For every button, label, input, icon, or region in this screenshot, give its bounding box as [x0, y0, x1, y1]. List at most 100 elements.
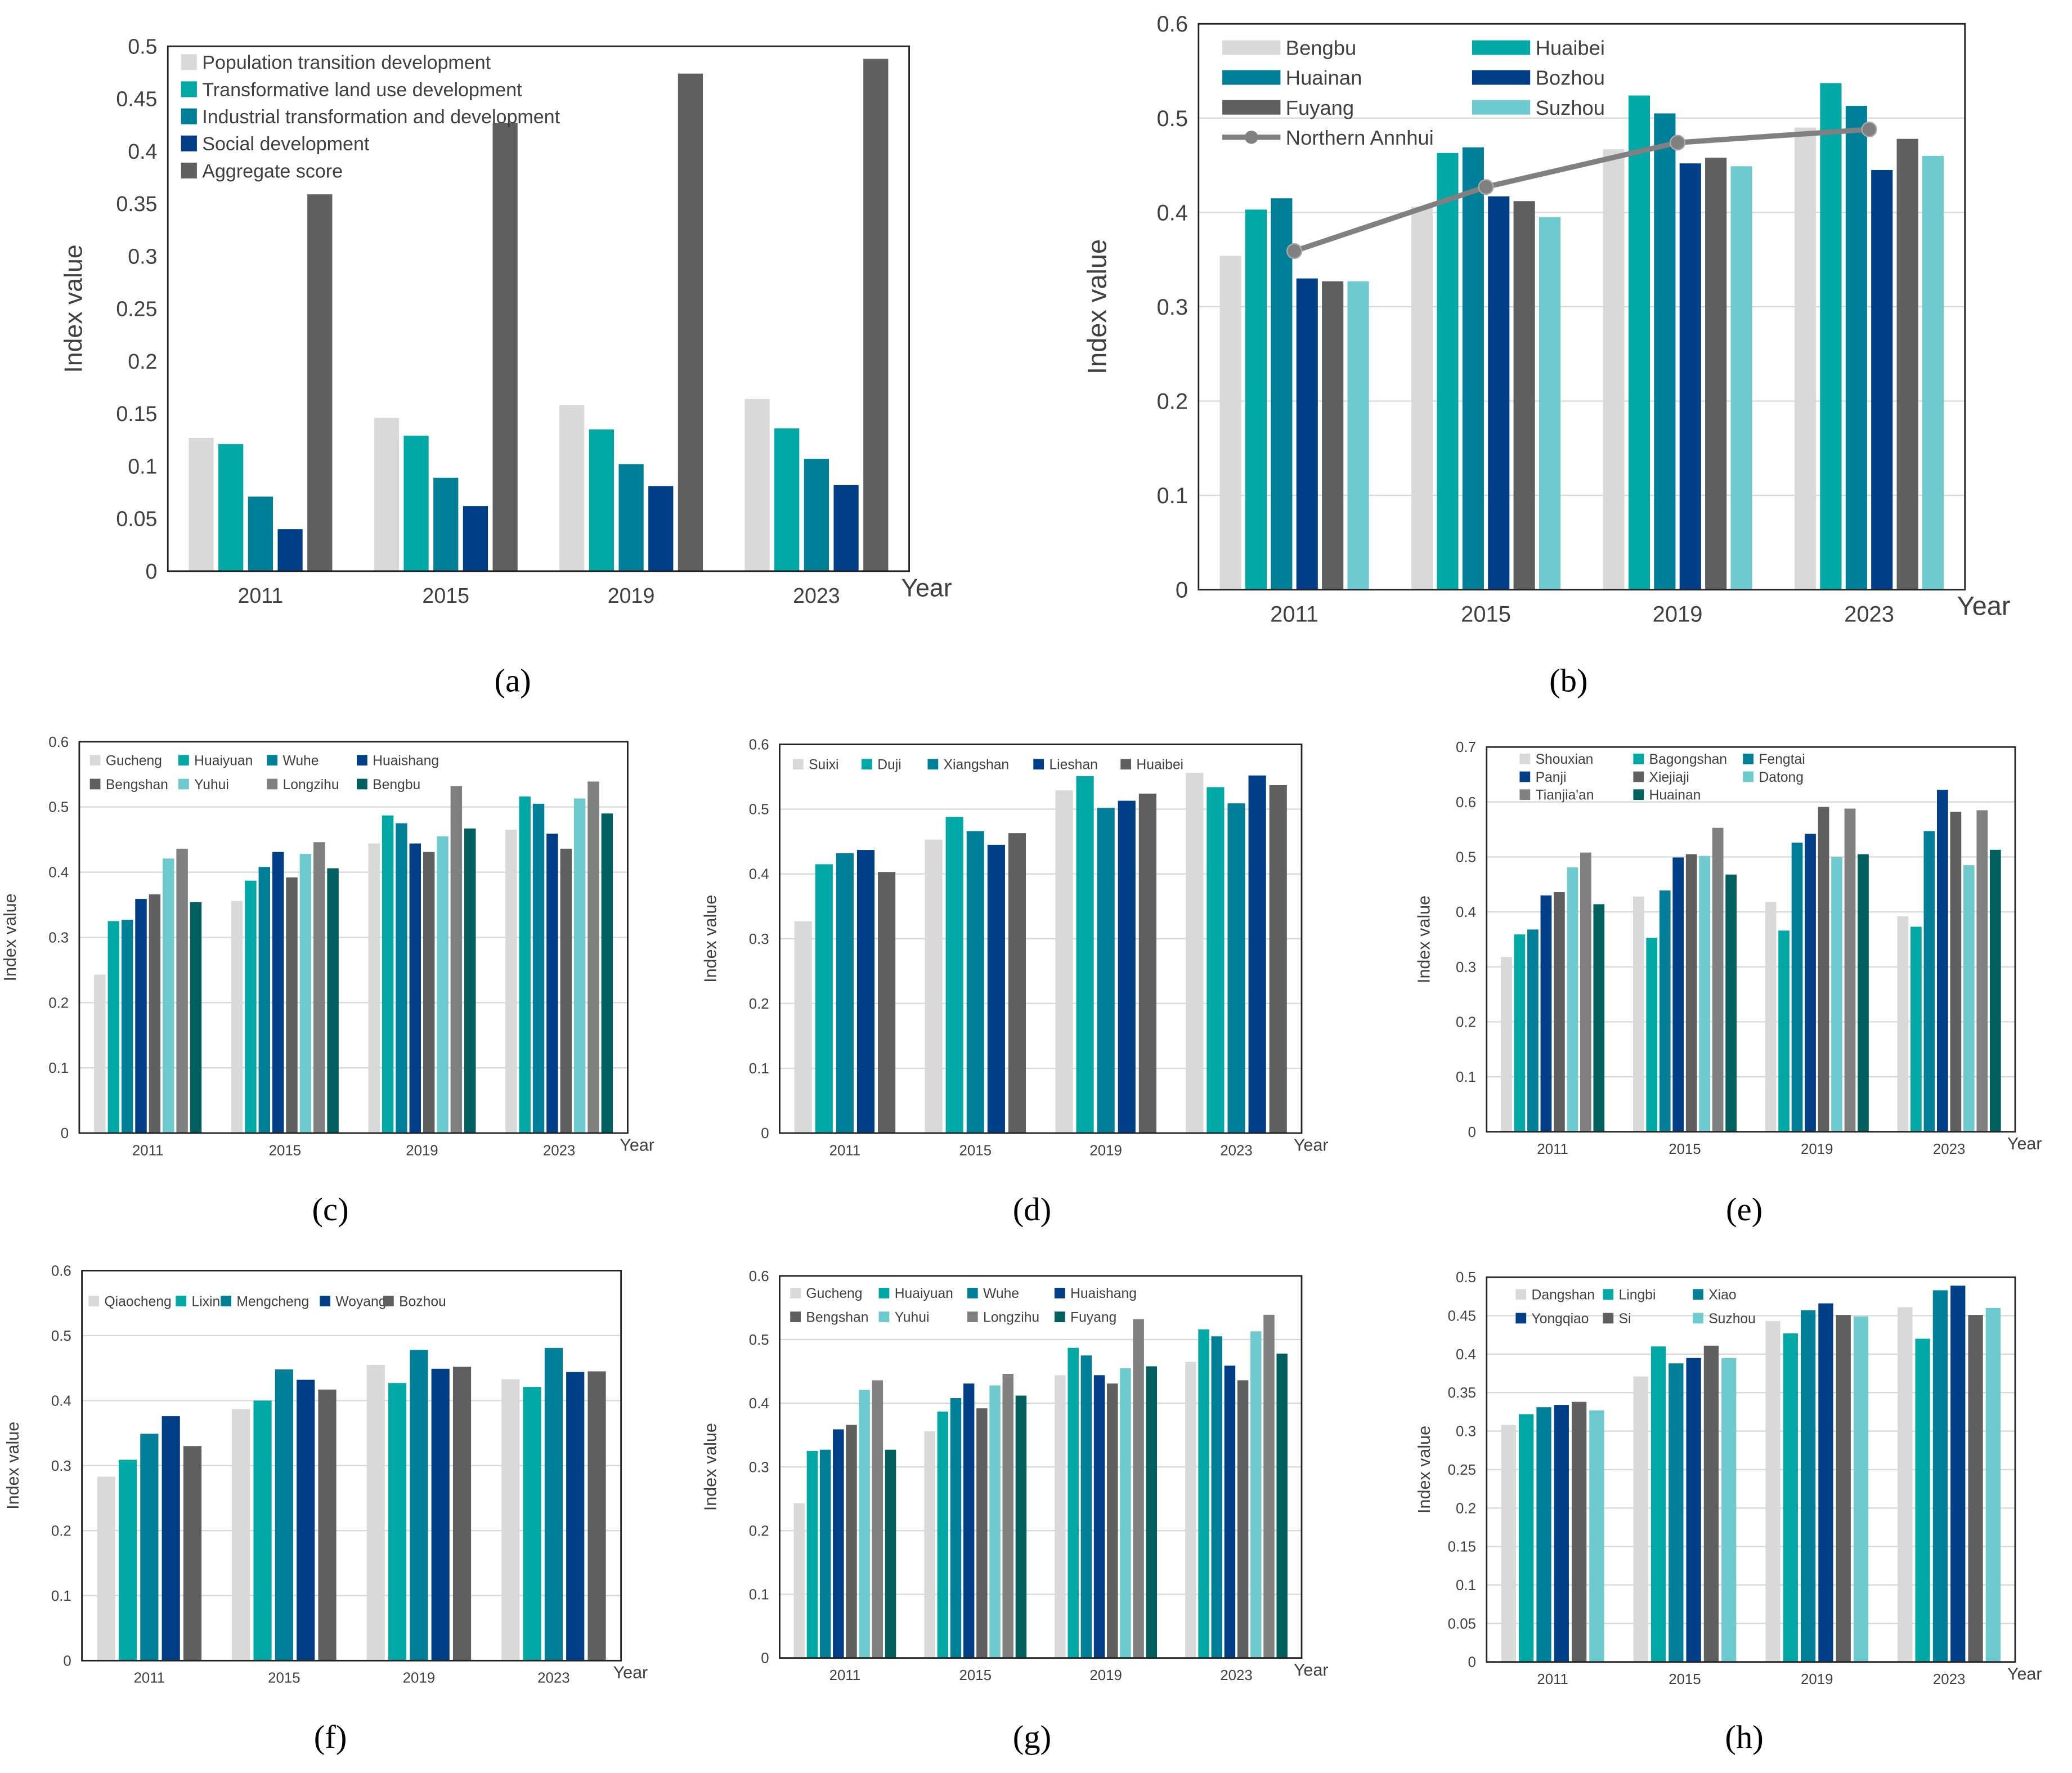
bar-suzhou-2023 [1985, 1308, 2001, 1662]
chart-panel-f: 0 0.1 0.2 0.3 0.4 0.5 0.6 2011 2015 2019 2023 Year I… [3, 1263, 648, 1686]
legend-swatch [383, 1296, 394, 1306]
y-axis-title: Index value [3, 1422, 23, 1510]
bar-population-transition-development-2019 [559, 405, 585, 571]
y-tick-label: 0.05 [1448, 1616, 1476, 1632]
legend-label: Aggregate score [202, 160, 343, 182]
legend-item: Transformative land use development [181, 79, 522, 101]
legend-swatch [1603, 1313, 1614, 1324]
x-tick-label: 2023 [1220, 1668, 1252, 1684]
bar-bengbu-2011 [1219, 256, 1241, 590]
bar-bozhou-2015 [1488, 196, 1510, 590]
legend-swatch [178, 755, 189, 766]
legend-item: Bengshan [89, 777, 168, 793]
legend-label: Suzhou [1536, 96, 1605, 119]
x-axis-title: Year [901, 574, 952, 602]
legend-item: Mengcheng [221, 1294, 309, 1309]
legend-item: Xiangshan [927, 758, 1009, 773]
legend-item: Duji [862, 758, 902, 773]
bar-gucheng-2023 [1185, 1362, 1196, 1658]
bar-bengbu-2023 [601, 813, 613, 1134]
bar-social-development-2015 [463, 506, 488, 571]
y-tick-label: 0.4 [1456, 1347, 1476, 1363]
y-tick-label: 0.2 [51, 1523, 71, 1539]
bar-woyang-2023 [566, 1372, 585, 1661]
bar-longzihu-2019 [1133, 1319, 1144, 1658]
bar-population-transition-development-2011 [189, 437, 214, 571]
caption-h: (h) [1725, 1720, 1764, 1756]
bar-si-2019 [1836, 1315, 1851, 1662]
bar-bozhou-2019 [452, 1367, 472, 1661]
y-tick-label: 0.45 [116, 87, 157, 111]
caption-c: (c) [312, 1192, 349, 1229]
bar-duji-2015 [945, 817, 963, 1134]
legend-item: Population transition development [181, 52, 491, 74]
bar-social-development-2011 [277, 529, 303, 571]
bar-tianjia-an-2019 [1844, 808, 1856, 1132]
bar-bengshan-2023 [1237, 1380, 1249, 1658]
bar-lieshan-2011 [856, 850, 875, 1134]
bar-population-transition-development-2015 [374, 418, 399, 571]
bar-fuyang-2015 [1513, 201, 1535, 590]
x-tick-label: 2019 [1089, 1668, 1122, 1684]
bar-huaibei-2011 [1245, 209, 1267, 590]
legend-label: Duji [877, 758, 901, 773]
legend-item: Qiaocheng [88, 1294, 172, 1309]
y-tick-label: 0.2 [1157, 389, 1188, 414]
y-axis-title: Index value [1082, 239, 1111, 374]
legend-swatch [1515, 1313, 1527, 1324]
bar-yuhui-2011 [859, 1390, 870, 1658]
bar-huaishang-2015 [272, 852, 284, 1134]
plot-frame [78, 741, 629, 1134]
bar-suzhou-2015 [1539, 217, 1561, 590]
legend-swatch [1120, 759, 1132, 770]
legend-item: Longzihu [967, 1310, 1039, 1325]
bar-huainan-2015 [1725, 874, 1737, 1132]
legend-item: Lixin [176, 1294, 220, 1309]
bar-fengtai-2015 [1659, 890, 1671, 1132]
bar-datong-2011 [1567, 867, 1578, 1132]
y-tick-label: 0.1 [128, 454, 157, 478]
x-tick-label: 2011 [134, 1671, 165, 1686]
y-tick-label: 0.3 [1456, 960, 1476, 975]
legend-item: Social development [181, 133, 370, 155]
legend-label: Bengshan [806, 1310, 868, 1325]
bar-dangshan-2015 [1633, 1376, 1648, 1662]
y-tick-label: 0.6 [48, 735, 69, 750]
legend-label: Bozhou [1536, 66, 1605, 89]
bar-xiangshan-2011 [836, 853, 854, 1134]
legend-swatch [267, 778, 278, 790]
x-axis-title: Year [2007, 1664, 2042, 1684]
line-point [1478, 179, 1494, 195]
y-tick-label: 0.2 [1456, 1501, 1476, 1516]
legend-item: Suzhou [1472, 96, 1605, 119]
legend-swatch [1054, 1311, 1065, 1322]
bar-fuyang-2011 [885, 1449, 896, 1658]
legend-swatch [878, 1287, 890, 1299]
legend-label: Huaibei [1536, 37, 1605, 60]
bar-qiaocheng-2023 [501, 1379, 520, 1661]
legend-swatch [1743, 753, 1754, 764]
y-axis-title: Index value [1415, 896, 1434, 983]
bar-shouxian-2023 [1897, 916, 1909, 1132]
bar-wuhe-2019 [396, 823, 407, 1134]
x-tick-label: 2023 [1220, 1143, 1252, 1158]
bar-suzhou-2019 [1853, 1316, 1869, 1662]
bar-wuhe-2015 [258, 867, 271, 1134]
bar-xiao-2023 [1932, 1290, 1948, 1662]
y-tick-label: 0.4 [749, 867, 769, 883]
bar-lingbi-2015 [1651, 1346, 1666, 1662]
legend-swatch [1633, 789, 1644, 800]
bar-xiangshan-2019 [1097, 808, 1115, 1134]
bar-shouxian-2011 [1501, 957, 1512, 1132]
y-tick-label: 0.3 [1456, 1424, 1476, 1440]
x-axis-title: Year [1294, 1135, 1329, 1154]
bar-bozhou-2023 [1871, 170, 1893, 590]
x-tick-label: 2019 [1801, 1141, 1833, 1157]
legend-line-marker [1245, 131, 1258, 144]
bar-fengtai-2023 [1923, 831, 1935, 1132]
bar-huainan-2011 [1593, 904, 1605, 1132]
y-tick-label: 0.3 [749, 932, 769, 947]
y-tick-label: 0.6 [749, 737, 769, 753]
bar-datong-2023 [1963, 865, 1975, 1132]
bar-lixin-2019 [388, 1383, 407, 1661]
